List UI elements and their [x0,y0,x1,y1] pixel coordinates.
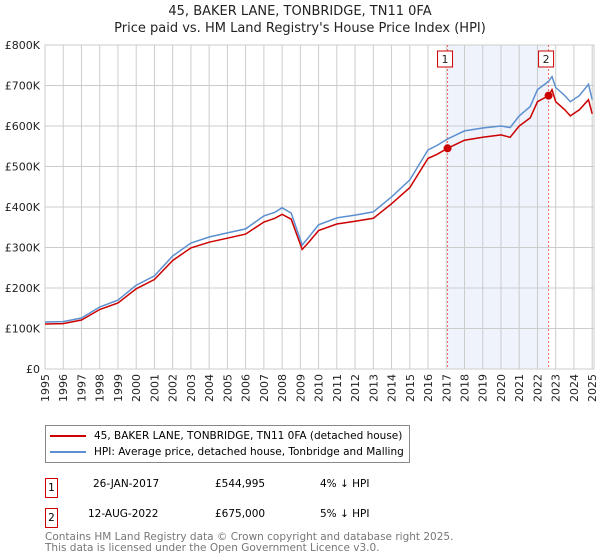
sale-label: 2 [543,53,550,66]
plot-frame [44,44,595,370]
legend-label-hpi: HPI: Average price, detached house, Tonb… [94,446,404,458]
transaction-badge: 1 [45,478,58,498]
transaction-date: 12-AUG-2022 [88,508,159,520]
x-tick-label: 2007 [258,374,271,402]
footer-line: Contains HM Land Registry data © Crown c… [45,531,454,543]
x-tick-label: 2002 [167,374,180,402]
transaction-price: £675,000 [215,508,266,520]
transaction-hpi-diff: 5% ↓ HPI [320,508,370,520]
x-tick-label: 1997 [75,374,88,402]
x-tick-label: 2021 [513,374,526,402]
x-tick-label: 2016 [422,374,435,402]
x-tick-label: 2022 [531,374,544,402]
chart-subtitle: Price paid vs. HM Land Registry's House … [114,21,486,36]
sale-point [544,91,553,100]
footer-line: This data is licensed under the Open Gov… [45,542,380,554]
x-tick-label: 2015 [404,374,417,402]
x-tick-label: 2024 [568,374,581,402]
x-tick-label: 1999 [112,374,125,402]
x-tick-label: 2009 [294,374,307,402]
legend: 45, BAKER LANE, TONBRIDGE, TN11 0FA (det… [45,425,410,463]
transaction-date: 26-JAN-2017 [93,478,160,490]
x-tick-label: 2005 [221,374,234,402]
hpi-line [44,74,593,323]
x-tick-label: 2020 [495,374,508,402]
x-tick-label: 2010 [313,374,326,402]
y-tick-label: £100K [5,323,41,336]
y-tick-label: £400K [5,201,41,214]
chart-title: 45, BAKER LANE, TONBRIDGE, TN11 0FA [168,4,432,19]
y-tick-label: £600K [5,120,41,133]
x-tick-label: 2000 [130,374,143,402]
y-tick-label: £800K [5,39,41,52]
x-tick-label: 2004 [203,374,216,402]
transaction-price: £544,995 [215,478,266,490]
transaction-row: 1 26-JAN-2017 £544,995 4% ↓ HPI [45,475,445,498]
x-tick-label: 1998 [94,374,107,402]
y-tick-label: £200K [5,282,41,295]
x-tick-label: 2008 [276,374,289,402]
transaction-hpi-diff: 4% ↓ HPI [320,478,370,490]
sale-label: 1 [442,53,449,66]
x-tick-label: 2014 [386,374,399,402]
footer: Contains HM Land Registry data © Crown c… [45,532,453,554]
x-tick-label: 2018 [459,374,472,402]
x-tick-label: 2017 [440,374,453,402]
x-tick-label: 2013 [367,374,380,402]
y-tick-label: £0 [26,363,40,376]
x-tick-label: 2011 [331,374,344,402]
legend-swatch-hpi [50,451,86,453]
x-tick-label: 2025 [586,374,599,402]
y-tick-label: £300K [5,242,41,255]
x-tick-label: 2006 [240,374,253,402]
x-tick-label: 2019 [477,374,490,402]
legend-label-property: 45, BAKER LANE, TONBRIDGE, TN11 0FA (det… [94,430,403,442]
x-tick-label: 2012 [349,374,362,402]
plot-area: £0 £100K £200K £300K £400K £500K £600K £700K £80… [5,39,599,402]
x-tick-label: 2023 [550,374,563,402]
x-tick-label: 2003 [185,374,198,402]
x-tick-label: 1996 [57,374,70,402]
legend-swatch-property [50,435,86,437]
sale-point [443,144,452,153]
transaction-row: 2 12-AUG-2022 £675,000 5% ↓ HPI [45,505,445,528]
transaction-badge: 2 [45,508,58,528]
sale-label-box [437,50,454,68]
y-tick-label: £700K [5,80,41,93]
y-tick-label: £500K [5,161,41,174]
x-tick-label: 2001 [148,374,161,402]
x-tick-label: 1995 [39,374,52,402]
sale-label-box [538,50,555,68]
